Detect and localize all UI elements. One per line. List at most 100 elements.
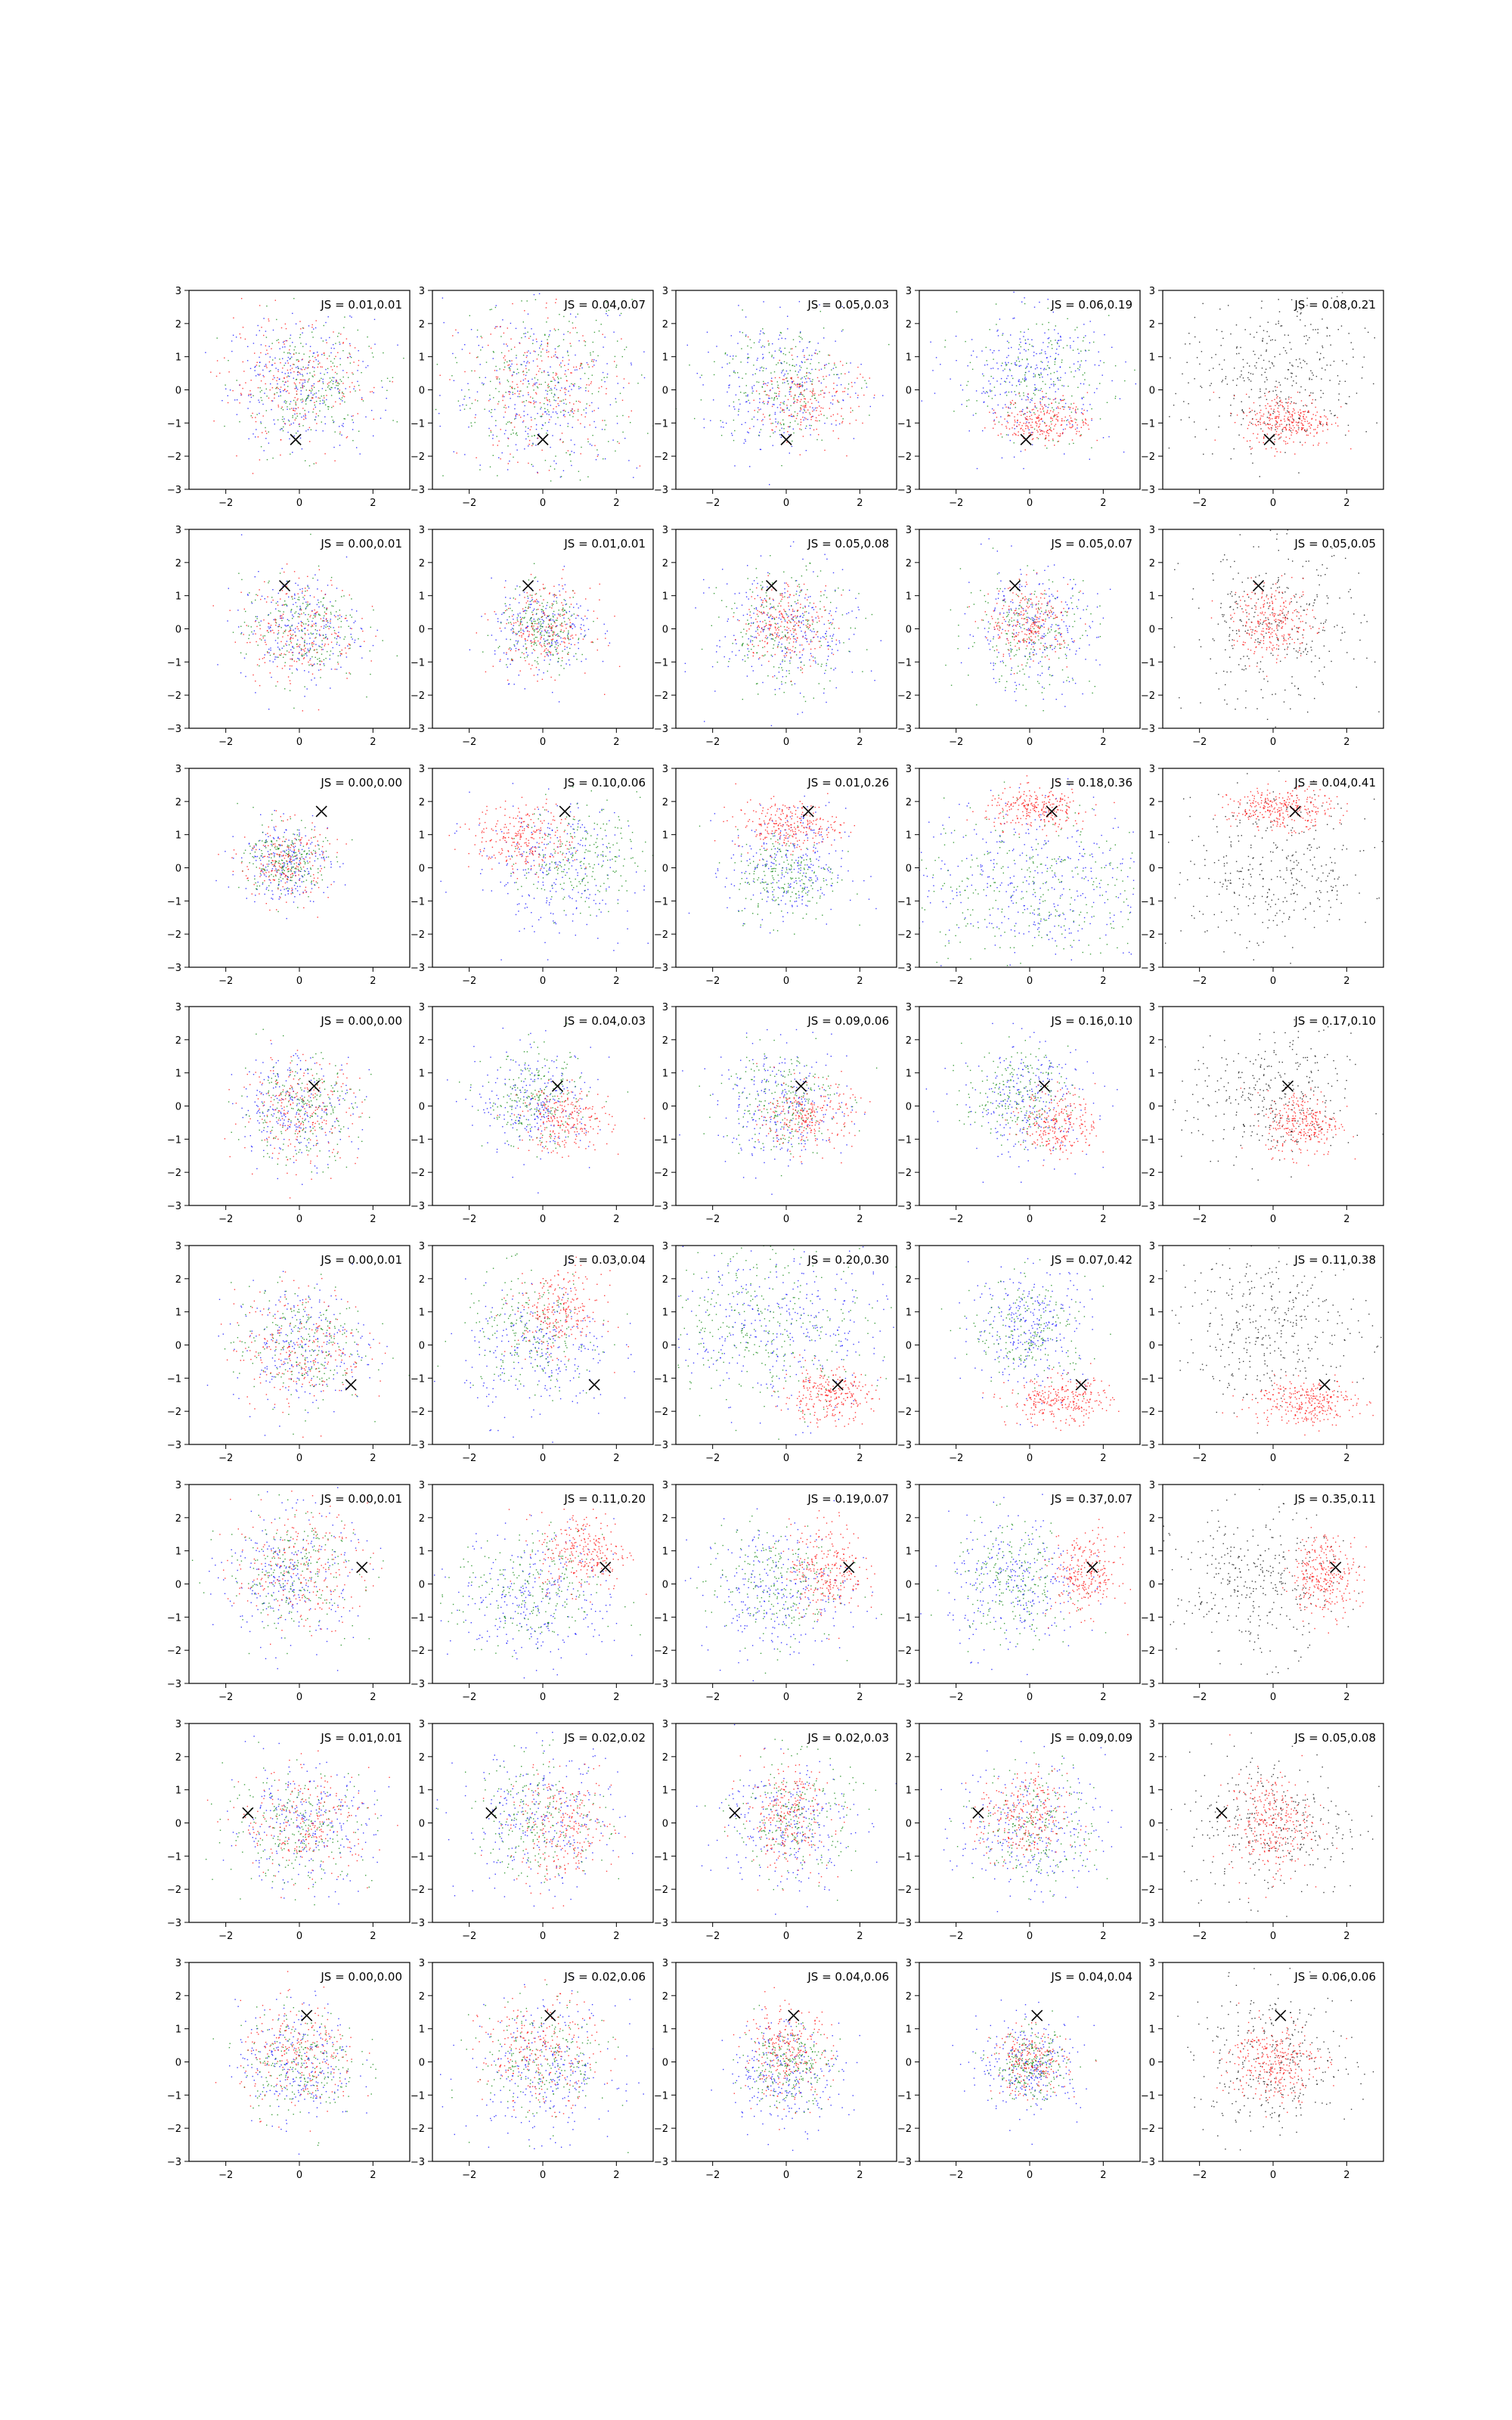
scatter-point-red <box>567 368 569 371</box>
scatter-point-green <box>224 425 225 427</box>
scatter-point-blue <box>563 402 565 405</box>
scatter-point-blue <box>686 344 688 346</box>
scatter-point-red <box>550 356 553 358</box>
scatter-point-blue <box>548 632 550 634</box>
scatter-point-red <box>546 302 547 304</box>
scatter-point-black <box>1295 402 1297 405</box>
scatter-point-red <box>594 445 596 446</box>
scatter-point-blue <box>530 603 531 606</box>
scatter-point-green <box>516 619 519 621</box>
scatter-point-green <box>349 614 351 616</box>
scatter-point-green <box>1005 381 1006 383</box>
scatter-point-red <box>842 391 844 392</box>
scatter-point-red <box>309 659 311 661</box>
scatter-point-green <box>250 626 252 628</box>
scatter-point-black <box>1310 392 1312 394</box>
scatter-point-blue <box>996 330 998 332</box>
scatter-point-blue <box>325 637 327 638</box>
scatter-point-blue <box>1007 434 1009 436</box>
scatter-point-red <box>598 387 600 389</box>
scatter-point-green <box>1050 340 1052 342</box>
y-tick-label: −1 <box>167 418 181 430</box>
scatter-point-green <box>1009 370 1011 371</box>
scatter-point-blue <box>562 356 564 358</box>
scatter-point-red <box>307 601 308 603</box>
scatter-point-red <box>306 590 308 591</box>
scatter-point-red <box>1275 433 1277 435</box>
scatter-point-blue <box>1071 424 1074 426</box>
scatter-point-red <box>1027 427 1029 429</box>
scatter-point-blue <box>562 470 565 472</box>
scatter-point-green <box>786 377 788 379</box>
scatter-point-red <box>508 350 510 352</box>
scatter-point-green <box>513 371 515 373</box>
scatter-point-green <box>788 383 789 385</box>
scatter-point-green <box>1077 408 1079 410</box>
scatter-point-red <box>869 377 870 379</box>
scatter-point-green <box>547 409 549 411</box>
scatter-point-green <box>283 420 284 423</box>
scatter-point-blue <box>553 600 555 602</box>
scatter-point-red <box>1061 399 1064 401</box>
scatter-point-blue <box>541 343 542 346</box>
scatter-point-red <box>1287 417 1288 420</box>
scatter-point-blue <box>798 386 800 389</box>
scatter-point-red <box>1350 448 1352 450</box>
scatter-point-red <box>572 383 574 386</box>
scatter-point-red <box>984 427 986 429</box>
scatter-point-blue <box>1101 374 1103 376</box>
scatter-point-red <box>315 413 318 414</box>
scatter-point-red <box>1276 386 1278 388</box>
scatter-point-blue <box>860 364 862 365</box>
scatter-point-red <box>278 342 280 343</box>
scatter-point-blue <box>365 367 367 368</box>
scatter-point-blue <box>541 611 543 613</box>
scatter-point-green <box>330 395 333 396</box>
scatter-point-green <box>287 375 289 377</box>
scatter-point-green <box>734 430 736 432</box>
scatter-point-blue <box>518 649 519 650</box>
scatter-point-red <box>1285 443 1287 445</box>
scatter-point-red <box>545 307 547 309</box>
scatter-point-green <box>266 459 268 461</box>
scatter-point-blue <box>1033 355 1035 357</box>
scatter-point-blue <box>575 316 577 318</box>
scatter-point-blue <box>282 358 284 359</box>
scatter-point-red <box>321 366 323 368</box>
scatter-point-blue <box>824 392 826 394</box>
scatter-point-black <box>1231 413 1232 414</box>
scatter-point-blue <box>1047 361 1049 363</box>
scatter-point-blue <box>306 655 308 656</box>
scatter-point-green <box>519 396 521 398</box>
scatter-point-red <box>345 437 348 439</box>
scatter-point-green <box>780 424 782 426</box>
scatter-point-blue <box>783 401 785 402</box>
scatter-point-green <box>285 653 287 656</box>
scatter-point-green <box>551 389 553 391</box>
js-annotation: JS = 0.05,0.03 <box>807 298 889 312</box>
scatter-point-red <box>507 438 510 439</box>
scatter-point-blue <box>1010 334 1012 336</box>
scatter-point-green <box>567 653 569 655</box>
x-tick-label: −2 <box>705 498 720 509</box>
scatter-point-blue <box>747 394 748 396</box>
scatter-point-green <box>598 391 600 392</box>
scatter-point-blue <box>781 362 782 365</box>
scatter-point-blue <box>748 402 751 404</box>
scatter-point-green <box>339 651 341 653</box>
scatter-point-green <box>541 609 542 610</box>
scatter-point-red <box>327 638 328 640</box>
scatter-point-red <box>283 604 284 606</box>
scatter-point-green <box>312 411 314 413</box>
scatter-point-blue <box>552 691 553 693</box>
scatter-point-blue <box>988 380 990 382</box>
scatter-point-green <box>504 366 506 368</box>
scatter-point-red <box>596 455 599 458</box>
scatter-point-blue <box>287 619 289 620</box>
scatter-point-red <box>321 649 323 650</box>
scatter-point-green <box>534 299 537 300</box>
scatter-point-blue <box>231 350 233 352</box>
scatter-point-red <box>590 381 592 383</box>
scatter-point-blue <box>1044 332 1046 334</box>
scatter-point-green <box>525 610 528 612</box>
